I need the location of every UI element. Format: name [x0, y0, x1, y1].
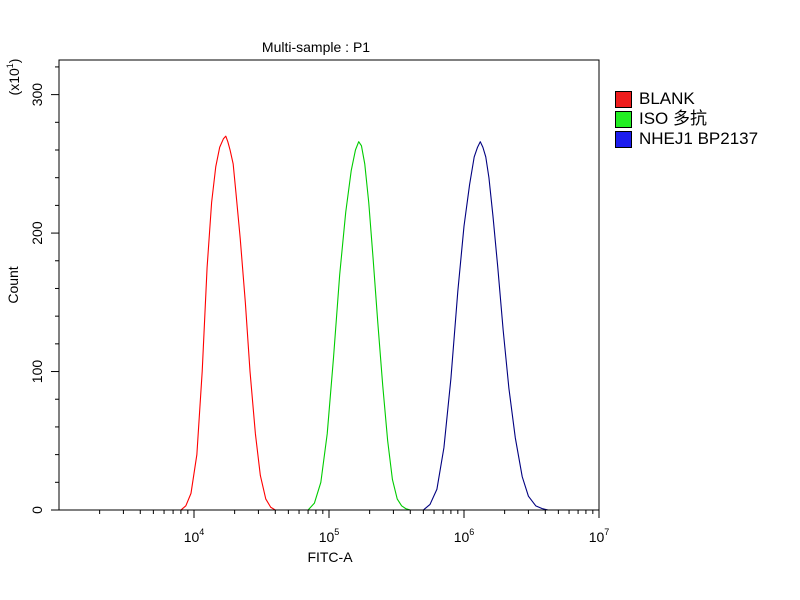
series-line-0 — [180, 135, 276, 511]
x-tick-exp: 6 — [469, 527, 474, 537]
x-tick-base: 10 — [319, 529, 335, 545]
legend-label-blank: BLANK — [639, 89, 695, 108]
legend-swatch-nhej1 — [615, 130, 632, 148]
series-line-1 — [307, 141, 411, 511]
legend: BLANK ISO 多抗 NHEJ1 BP2137 — [615, 89, 758, 149]
series-line-2 — [423, 141, 549, 511]
y-multiplier-close: ) — [6, 59, 22, 64]
y-multiplier-exp: 1 — [5, 63, 15, 68]
x-tick-exp: 4 — [199, 527, 204, 537]
chart-title: Multi-sample : P1 — [262, 39, 370, 55]
y-multiplier-label: (x10 — [6, 68, 22, 95]
y-tick-label: 100 — [29, 360, 45, 384]
y-tick-label: 300 — [29, 83, 45, 107]
x-tick-base: 10 — [184, 529, 200, 545]
x-tick-exp: 5 — [334, 527, 339, 537]
y-axis-multiplier: (x101) — [5, 59, 22, 96]
x-tick-label: 105 — [319, 527, 340, 545]
legend-item-iso: ISO 多抗 — [615, 109, 758, 129]
legend-item-nhej1: NHEJ1 BP2137 — [615, 129, 758, 149]
x-tick-base: 10 — [454, 529, 470, 545]
x-axis-label: FITC-A — [307, 549, 353, 565]
x-tick-label: 107 — [589, 527, 610, 545]
x-tick-exp: 7 — [604, 527, 609, 537]
x-tick-base: 10 — [589, 529, 605, 545]
x-tick-label: 104 — [184, 527, 205, 545]
legend-label-iso: ISO 多抗 — [639, 109, 708, 128]
y-tick-label: 0 — [29, 506, 45, 514]
y-tick-label: 200 — [29, 221, 45, 245]
legend-label-nhej1: NHEJ1 BP2137 — [639, 129, 759, 148]
svg-text:(x101): (x101) — [5, 59, 22, 96]
legend-swatch-iso — [615, 110, 632, 128]
legend-swatch-blank — [615, 90, 632, 108]
y-axis-label: Count — [5, 266, 21, 303]
legend-item-blank: BLANK — [615, 89, 758, 109]
x-tick-label: 106 — [454, 527, 475, 545]
series-layer — [180, 135, 549, 511]
plot-frame — [58, 59, 600, 511]
